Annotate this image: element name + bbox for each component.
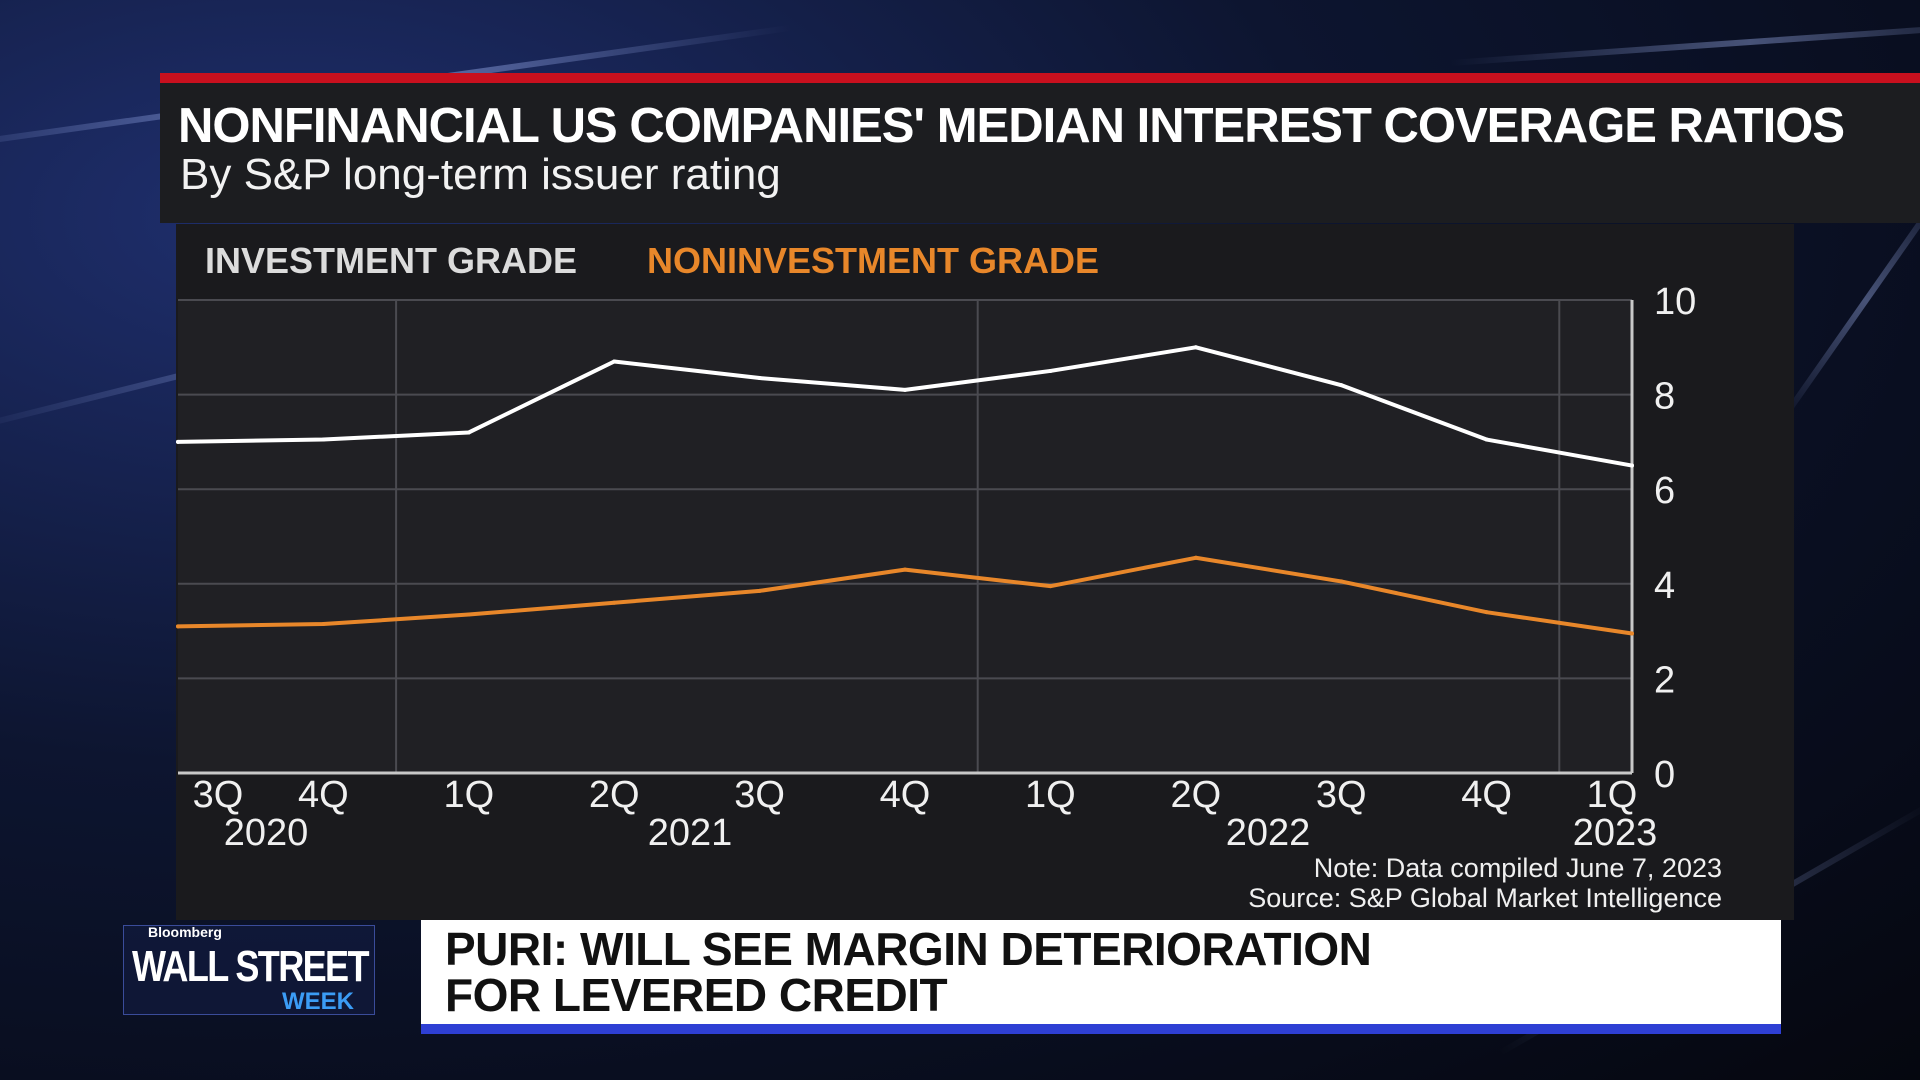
lower-third-headline: PURI: WILL SEE MARGIN DETERIORATION FOR … [421,920,1781,1034]
logo-brand: Bloomberg [148,924,222,940]
data-point-noninvestment-grade [612,600,617,605]
title-panel [160,73,1920,223]
x-tick-label: 1Q [1587,774,1638,816]
x-tick-label: 4Q [1461,774,1512,816]
y-tick-label: 6 [1654,470,1675,512]
chart-subtitle: By S&P long-term issuer rating [180,150,781,199]
legend-noninvestment-grade: NONINVESTMENT GRADE [647,240,1100,281]
x-tick-label: 3Q [193,774,244,816]
chart-title: NONFINANCIAL US COMPANIES' MEDIAN INTERE… [178,99,1845,153]
logo-sub: WEEK [282,988,354,1015]
data-point-noninvestment-grade [1048,584,1053,589]
data-point-investment-grade [1339,383,1344,388]
footnote: Note: Data compiled June 7, 2023 Source:… [1248,853,1722,913]
data-point-noninvestment-grade [1339,579,1344,584]
data-point-noninvestment-grade [176,624,180,629]
data-point-noninvestment-grade [1193,555,1198,560]
data-point-noninvestment-grade [757,588,762,593]
data-point-investment-grade [321,437,326,442]
data-point-investment-grade [1048,368,1053,373]
red-accent-bar [160,73,1920,83]
data-point-noninvestment-grade [1484,610,1489,615]
x-tick-label: 1Q [1025,774,1076,816]
data-point-noninvestment-grade [903,567,907,572]
y-tick-label: 0 [1654,754,1675,796]
x-tick-label: 2Q [589,774,640,816]
footnote-source: Source: S&P Global Market Intelligence [1248,883,1722,913]
data-point-investment-grade [1193,345,1198,350]
data-point-noninvestment-grade [1630,631,1634,636]
y-tick-label: 8 [1654,376,1675,418]
x-tick-label: 3Q [734,774,785,816]
legend-investment-grade: INVESTMENT GRADE [205,240,578,281]
y-tick-label: 2 [1654,659,1675,701]
data-point-investment-grade [612,359,617,364]
data-point-noninvestment-grade [466,612,471,617]
x-year-label: 2021 [648,812,733,854]
y-tick-label: 10 [1654,281,1696,323]
x-year-label: 2020 [224,812,309,854]
headline-text: PURI: WILL SEE MARGIN DETERIORATION FOR … [445,923,1372,1021]
headline-line-2: FOR LEVERED CREDIT [445,969,948,1021]
data-point-investment-grade [466,430,471,435]
show-logo: Bloomberg WALL STREET WEEK [123,924,375,1015]
headline-line-1: PURI: WILL SEE MARGIN DETERIORATION [445,923,1372,975]
data-point-investment-grade [757,376,762,381]
plot-area [178,300,1632,773]
data-point-investment-grade [1484,437,1489,442]
x-tick-label: 4Q [298,774,349,816]
x-year-label: 2023 [1573,812,1658,854]
x-tick-label: 4Q [880,774,931,816]
data-point-investment-grade [176,439,180,444]
footnote-note: Note: Data compiled June 7, 2023 [1313,853,1722,883]
data-point-investment-grade [903,387,907,392]
x-tick-label: 1Q [443,774,494,816]
x-tick-label: 3Q [1316,774,1367,816]
logo-main: WALL STREET [132,942,370,991]
x-tick-label: 2Q [1170,774,1221,816]
data-point-noninvestment-grade [321,622,326,627]
x-year-label: 2022 [1226,812,1311,854]
y-tick-label: 4 [1654,565,1675,607]
data-point-investment-grade [1630,463,1634,468]
